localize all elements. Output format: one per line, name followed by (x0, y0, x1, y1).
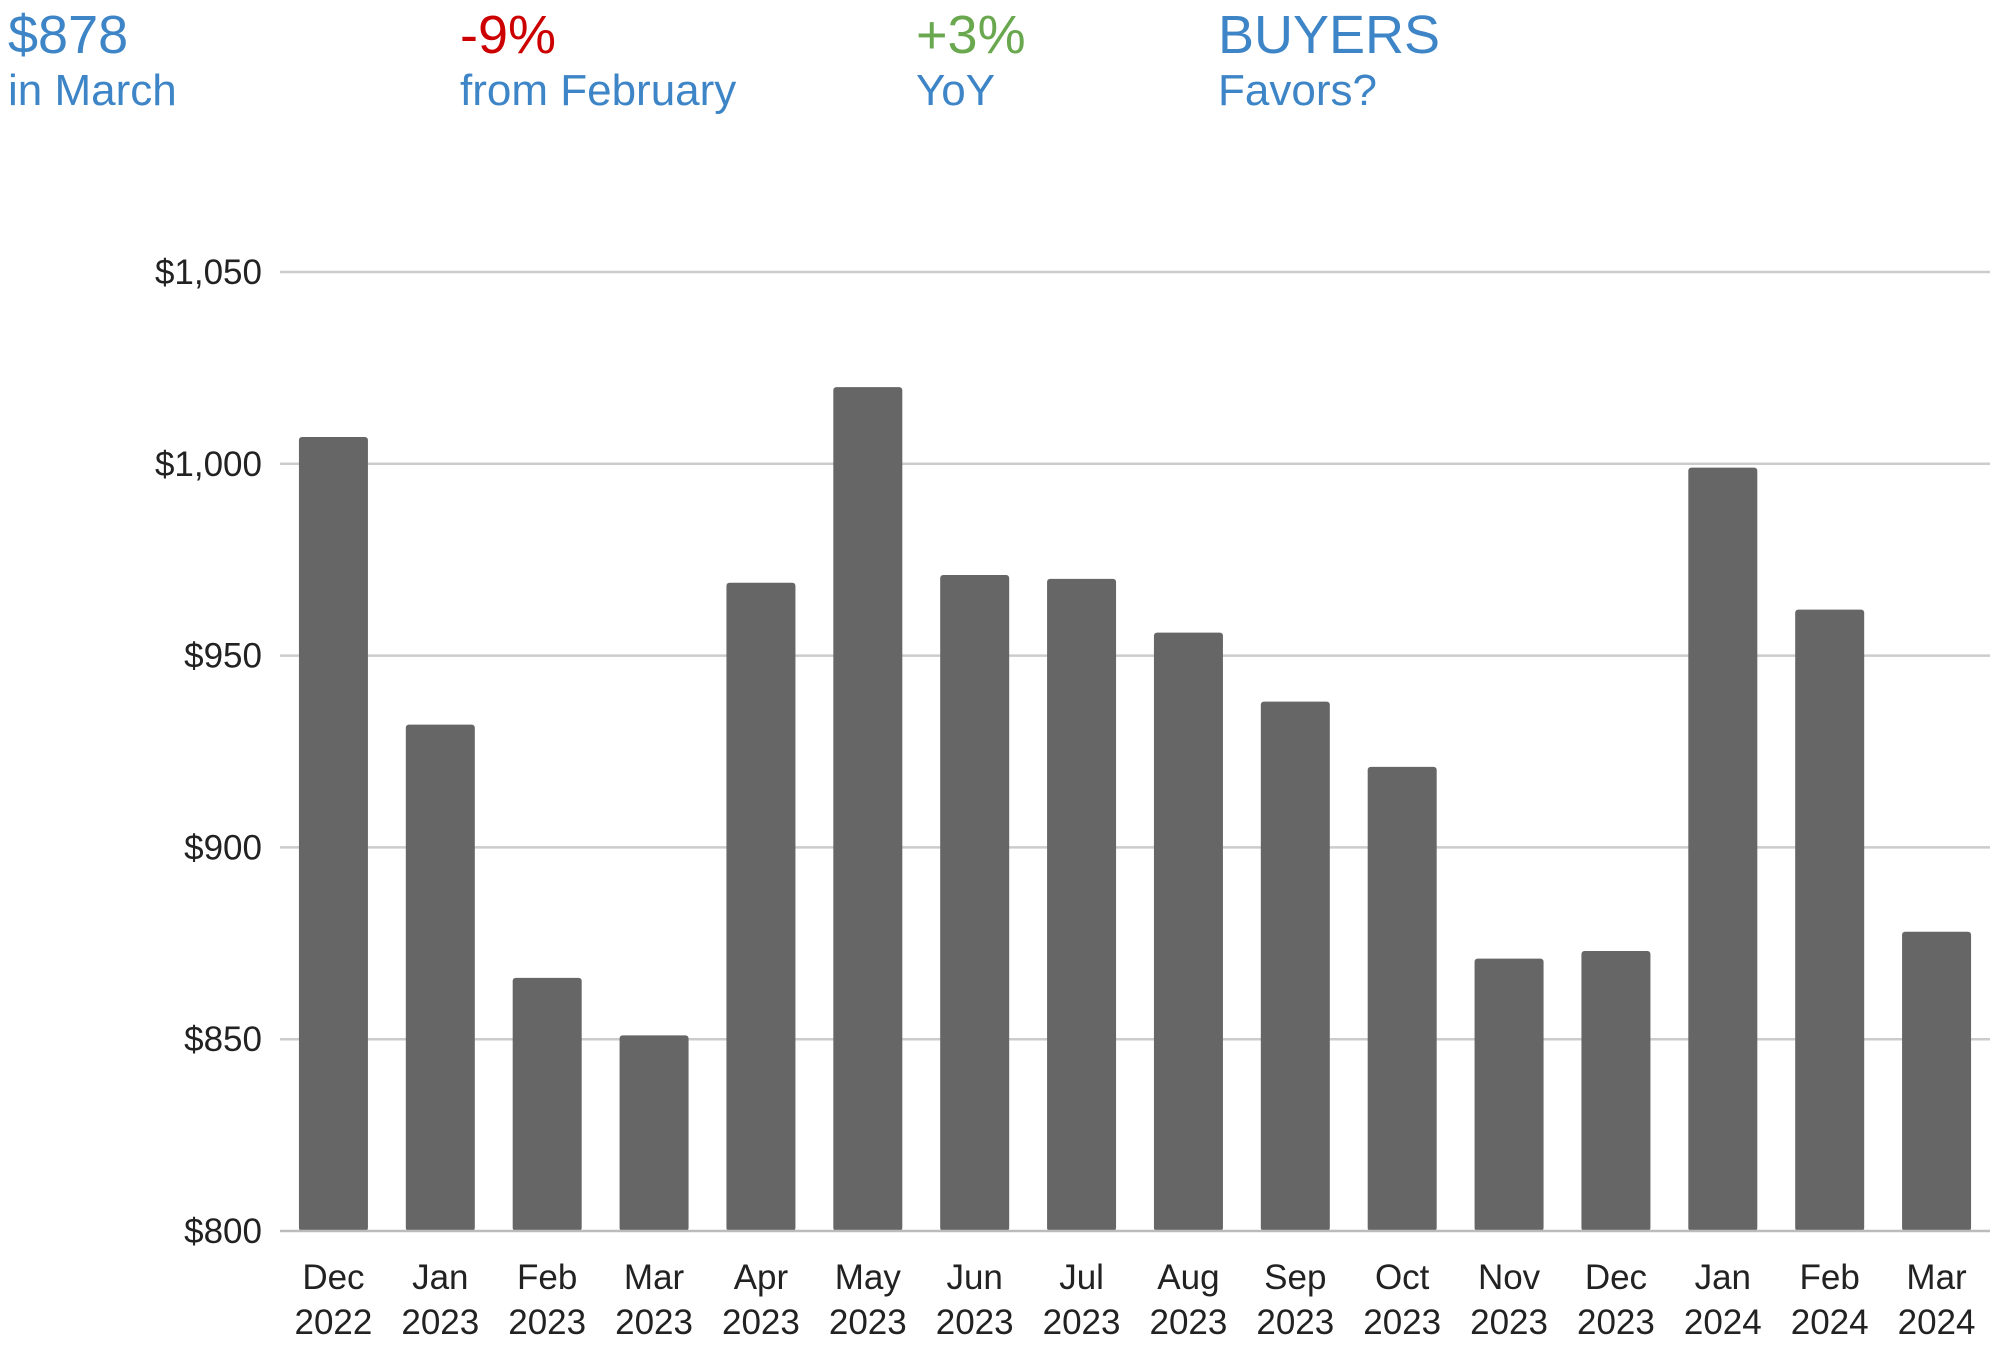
y-tick-label: $800 (184, 1212, 262, 1251)
bar (1047, 578, 1117, 1231)
x-tick-year: 2023 (615, 1303, 693, 1342)
x-tick-year: 2023 (1577, 1303, 1655, 1342)
x-tick-year: 2023 (1470, 1303, 1548, 1342)
summary-stats: $878 in March -9% from February +3% YoY … (0, 0, 1999, 140)
stat-label: YoY (916, 66, 996, 115)
y-tick-label: $950 (184, 637, 262, 676)
bar (1153, 632, 1223, 1231)
stat-monthly-change: -9% from February (460, 4, 736, 116)
x-tick-month: Dec (1585, 1258, 1647, 1297)
x-tick-month: Nov (1478, 1258, 1541, 1297)
stat-current-value: $878 in March (8, 4, 177, 116)
x-tick-month: Sep (1264, 1258, 1326, 1297)
y-tick-label: $900 (184, 828, 262, 867)
x-tick-year: 2023 (1150, 1303, 1228, 1342)
x-tick-year: 2024 (1791, 1303, 1869, 1342)
stat-label: Favors? (1218, 66, 1377, 115)
x-tick-month: Aug (1157, 1258, 1219, 1297)
bar (298, 436, 368, 1231)
stat-yoy-change: +3% YoY (916, 4, 1026, 116)
bar (1260, 701, 1330, 1231)
stat-value: BUYERS (1218, 5, 1441, 65)
x-tick-month: Jan (412, 1258, 468, 1297)
x-tick-year: 2023 (1256, 1303, 1334, 1342)
stat-value: +3% (916, 5, 1026, 65)
bar (940, 575, 1010, 1231)
x-tick-month: Feb (1800, 1258, 1860, 1297)
x-tick-year: 2023 (1043, 1303, 1121, 1342)
bar (1474, 958, 1544, 1231)
x-tick-month: Mar (1906, 1258, 1967, 1297)
y-tick-label: $850 (184, 1020, 262, 1059)
x-tick-year: 2024 (1684, 1303, 1762, 1342)
x-tick-month: Jan (1695, 1258, 1751, 1297)
stat-value: -9% (460, 5, 557, 65)
stat-label: from February (460, 66, 737, 115)
stat-value: $878 (8, 5, 129, 65)
x-tick-year: 2023 (1363, 1303, 1441, 1342)
x-tick-year: 2023 (829, 1303, 907, 1342)
x-tick-year: 2024 (1898, 1303, 1976, 1342)
x-tick-month: Apr (734, 1258, 789, 1297)
bar (405, 724, 475, 1231)
x-tick-month: Oct (1375, 1258, 1430, 1297)
x-tick-month: Jul (1059, 1258, 1104, 1297)
x-tick-month: Mar (624, 1258, 685, 1297)
x-tick-month: Jun (946, 1258, 1002, 1297)
bar (1367, 766, 1437, 1231)
stat-market-favor: BUYERS Favors? (1218, 4, 1440, 116)
y-tick-label: $1,050 (155, 253, 262, 292)
bar (619, 1035, 689, 1231)
bar (1795, 609, 1865, 1231)
x-tick-year: 2023 (401, 1303, 479, 1342)
bar (512, 977, 582, 1231)
bar (1688, 467, 1758, 1231)
x-tick-year: 2022 (295, 1303, 373, 1342)
x-tick-month: May (835, 1258, 902, 1297)
y-tick-label: $1,000 (155, 445, 262, 484)
x-tick-year: 2023 (508, 1303, 586, 1342)
bar (1902, 931, 1972, 1231)
bar (833, 387, 903, 1232)
x-tick-year: 2023 (936, 1303, 1014, 1342)
bar (726, 582, 796, 1231)
x-tick-month: Feb (517, 1258, 577, 1297)
bar (1581, 950, 1651, 1231)
x-tick-year: 2023 (722, 1303, 800, 1342)
x-tick-month: Dec (302, 1258, 364, 1297)
stat-label: in March (8, 66, 177, 115)
